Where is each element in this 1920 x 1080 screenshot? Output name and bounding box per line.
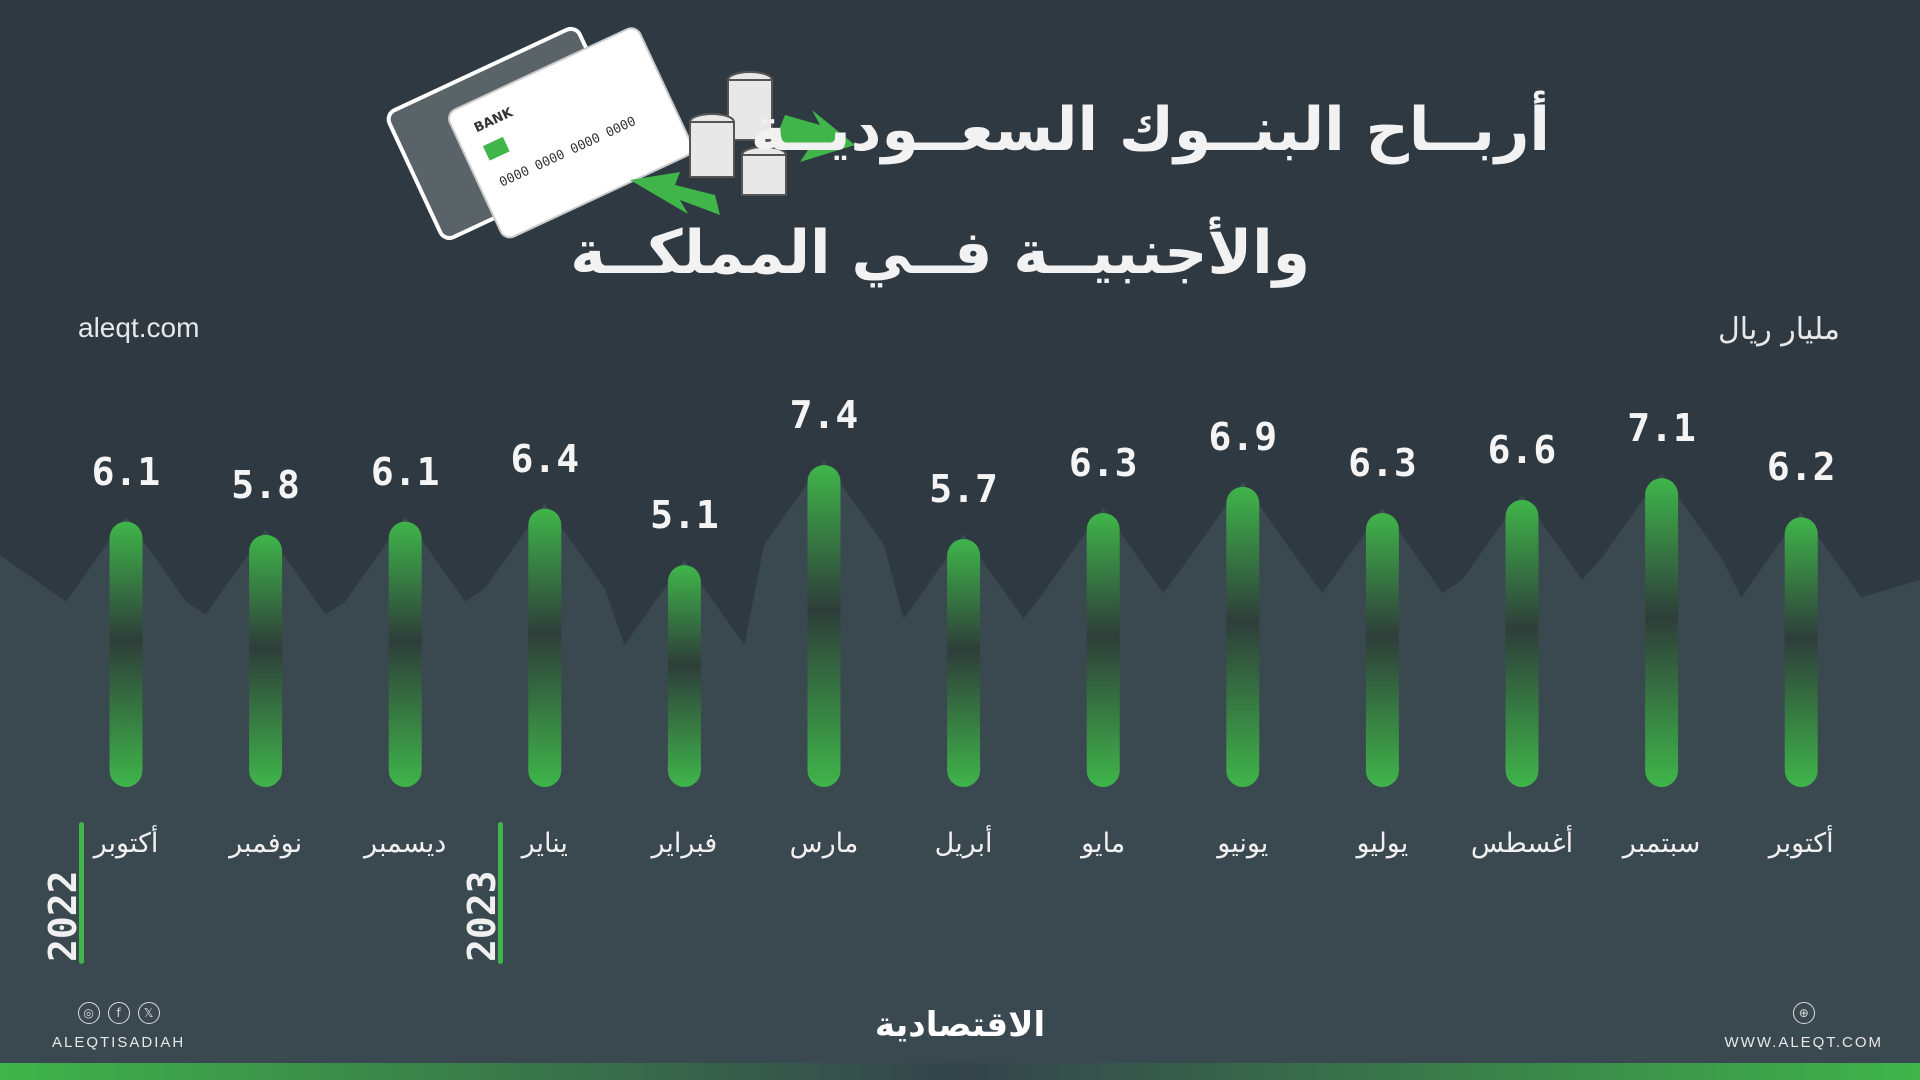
bar-0 [109,521,143,787]
month-label: أكتوبر [93,828,159,859]
website-link[interactable]: WWW.ALEQT.COM [1724,1034,1883,1051]
bar-2 [388,521,422,787]
value-label: 6.9 [1208,414,1278,459]
bar-8 [1226,486,1260,787]
month-label: أكتوبر [1768,828,1834,859]
facebook-icon[interactable]: f [107,1002,130,1024]
bar-3 [528,508,562,787]
bar-10 [1505,499,1539,787]
value-label: 6.1 [370,449,440,494]
year-label: 2022 [41,870,85,962]
value-label: 7.1 [1627,406,1696,451]
month-label: مايو [1081,828,1126,859]
month-label: أغسطس [1470,828,1574,859]
month-label: مارس [789,828,859,859]
social-block: ◎ f 𝕏 ALEQTISADIAH [52,1002,185,1051]
value-label: 7.4 [789,393,859,438]
bottom-gradient-bar [0,1063,1920,1080]
month-label: ديسمبر [364,828,447,859]
value-label: 6.3 [1348,440,1417,485]
value-label: 6.6 [1487,427,1557,472]
month-label: فبراير [651,828,718,859]
x-icon[interactable]: 𝕏 [137,1002,160,1024]
instagram-icon[interactable]: ◎ [77,1002,100,1024]
year-label: 2023 [459,870,504,962]
website-block: ⊕ WWW.ALEQT.COM [1725,1002,1884,1051]
title-line-2: والأجنبيــة فــي المملكــة [570,218,1310,288]
card-coins-illustration: BANK 0000 0000 0000 0000 [386,26,855,240]
bar-9 [1365,512,1399,787]
value-label: 6.1 [91,449,161,494]
month-label: نوفمبر [229,828,303,859]
globe-icon[interactable]: ⊕ [1792,1002,1815,1024]
value-label: 6.3 [1068,440,1138,485]
month-label: سبتمبر [1622,828,1701,859]
value-label: 6.2 [1766,445,1836,490]
year-divider [79,822,84,964]
month-label: أبريل [934,828,993,859]
unit-label: مليار ريال [1718,312,1840,347]
bar-11 [1645,478,1679,787]
month-label: يوليو [1356,828,1409,859]
value-label: 5.7 [929,467,998,512]
bar-1 [249,534,283,787]
title-line-1: أربــاح البنــوك السعــوديــة [750,95,1550,165]
brand-logo: الاقتصادية [874,1005,1046,1045]
month-label: يناير [521,828,568,859]
value-label: 5.8 [231,462,300,507]
bar-6 [947,539,981,787]
value-label: 6.4 [510,436,580,481]
bar-7 [1086,512,1120,787]
year-divider [497,822,503,964]
site-label: aleqt.com [78,312,200,343]
social-handle: ALEQTISADIAH [52,1034,186,1051]
bar-4 [667,565,701,787]
value-label: 5.1 [650,493,719,538]
month-label: يونيو [1217,828,1269,859]
bar-5 [807,465,841,787]
bar-12 [1784,517,1818,787]
